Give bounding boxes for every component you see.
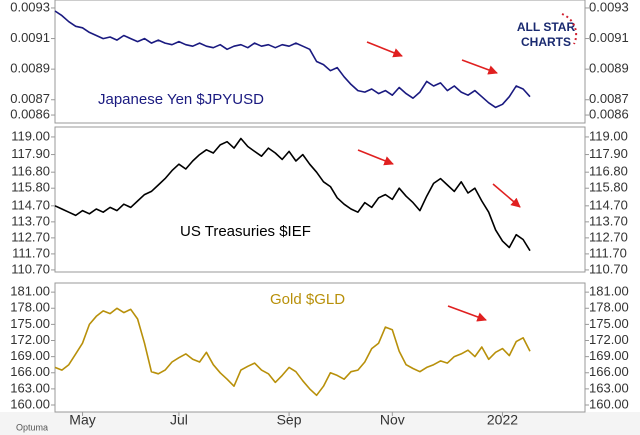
y-tick-label: 116.80 bbox=[589, 164, 628, 179]
y-tick-label: 0.0087 bbox=[589, 91, 629, 106]
y-tick-label: 119.00 bbox=[11, 128, 50, 143]
y-tick-label: 0.0086 bbox=[589, 106, 629, 121]
x-tick-label: Nov bbox=[380, 412, 405, 428]
y-tick-label: 117.90 bbox=[11, 146, 50, 161]
x-tick-label: 2022 bbox=[487, 412, 518, 428]
panel bbox=[54, 282, 586, 413]
panel bbox=[54, 0, 586, 124]
y-tick-label: 0.0093 bbox=[10, 0, 50, 14]
y-tick-label: 172.00 bbox=[10, 332, 50, 347]
x-tick-label: Jul bbox=[170, 412, 188, 428]
y-tick-label: 163.00 bbox=[589, 380, 629, 395]
y-tick-label: 169.00 bbox=[10, 348, 50, 363]
y-tick-label: 0.0089 bbox=[589, 61, 629, 76]
y-tick-label: 160.00 bbox=[589, 396, 629, 411]
y-tick-label: 0.0089 bbox=[10, 61, 50, 76]
x-axis-strip bbox=[0, 412, 640, 435]
y-tick-label: 178.00 bbox=[10, 300, 50, 315]
y-tick-label: 111.70 bbox=[12, 245, 50, 260]
y-tick-label: 115.80 bbox=[11, 180, 50, 195]
series-line bbox=[54, 307, 531, 397]
y-tick-label: 166.00 bbox=[10, 364, 50, 379]
logo: ALL STAR CHARTS bbox=[517, 13, 578, 49]
x-tick-label: Sep bbox=[277, 412, 302, 428]
y-tick-label: 181.00 bbox=[589, 284, 629, 299]
y-tick-label: 175.00 bbox=[589, 316, 629, 331]
y-tick-label: 114.70 bbox=[589, 197, 628, 212]
y-tick-label: 0.0087 bbox=[10, 91, 50, 106]
y-tick-label: 116.80 bbox=[11, 164, 50, 179]
y-tick-label: 110.70 bbox=[589, 261, 628, 276]
y-tick-label: 181.00 bbox=[10, 284, 50, 299]
footer: Optuma bbox=[16, 422, 48, 432]
y-tick-label: 169.00 bbox=[589, 348, 629, 363]
y-tick-label: 0.0091 bbox=[589, 30, 629, 45]
y-tick-label: 0.0093 bbox=[589, 0, 629, 14]
x-tick-label: May bbox=[69, 412, 95, 428]
y-tick-label: 112.70 bbox=[11, 229, 50, 244]
y-tick-label: 172.00 bbox=[589, 332, 629, 347]
series-line bbox=[54, 137, 531, 252]
y-tick-label: 112.70 bbox=[589, 229, 628, 244]
y-tick-label: 110.70 bbox=[11, 261, 50, 276]
y-tick-label: 163.00 bbox=[10, 380, 50, 395]
arrows bbox=[357, 41, 521, 322]
y-tick-label: 117.90 bbox=[589, 146, 628, 161]
y-tick-label: 178.00 bbox=[589, 300, 629, 315]
y-tick-label: 113.70 bbox=[11, 213, 50, 228]
y-tick-label: 0.0091 bbox=[10, 30, 50, 45]
y-tick-label: 114.70 bbox=[11, 197, 50, 212]
y-tick-label: 119.00 bbox=[589, 128, 628, 143]
annotation: Gold $GLD bbox=[270, 291, 345, 308]
y-tick-label: 111.70 bbox=[589, 245, 627, 260]
y-tick-label: 115.80 bbox=[589, 180, 628, 195]
logo-text: ALL STAR bbox=[517, 20, 576, 34]
annotation: US Treasuries $IEF bbox=[180, 223, 311, 240]
series-line bbox=[54, 10, 531, 109]
y-tick-label: 0.0086 bbox=[10, 106, 50, 121]
panel bbox=[54, 126, 586, 273]
y-tick-label: 160.00 bbox=[10, 396, 50, 411]
y-tick-label: 175.00 bbox=[10, 316, 50, 331]
logo-text: CHARTS bbox=[521, 35, 571, 49]
y-tick-label: 166.00 bbox=[589, 364, 629, 379]
annotation: Japanese Yen $JPYUSD bbox=[98, 91, 264, 108]
y-tick-label: 113.70 bbox=[589, 213, 628, 228]
